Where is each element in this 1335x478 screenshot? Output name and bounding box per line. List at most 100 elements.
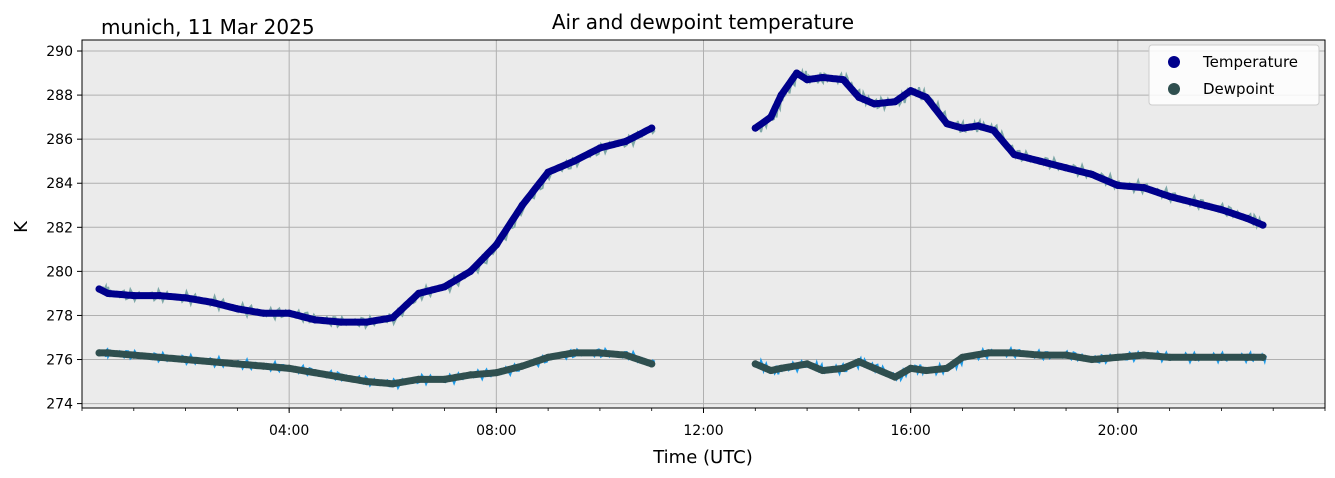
data-point [1166,192,1174,201]
y-tick-label: 288 [46,88,73,104]
data-point [1088,355,1096,364]
data-point [622,137,630,145]
legend: Temperature Dewpoint [1148,44,1320,106]
data-point [803,360,811,368]
y-tick-label: 276 [46,353,73,369]
data-point [596,144,604,152]
data-point [1243,214,1251,223]
x-axis-label: Time (UTC) [652,447,753,468]
data-point [1259,221,1267,229]
data-point [958,124,967,132]
data-point [622,351,630,359]
series-group [95,69,1267,388]
data-point [870,364,879,372]
data-point [259,309,267,317]
data-point [466,371,474,379]
legend-marker [1168,83,1180,95]
data-point [311,316,319,324]
data-point [907,87,915,95]
y-tick-label: 290 [46,44,73,60]
data-point [943,364,951,372]
data-point [984,349,993,357]
data-point [233,360,241,368]
data-point [363,318,371,326]
data-point [1062,351,1070,359]
data-point [648,360,656,368]
data-point [492,369,500,377]
data-point [777,91,785,99]
data-point [1088,170,1096,178]
x-tick-label: 08:00 [476,423,516,439]
data-point [1062,164,1070,172]
data-point [1010,349,1018,357]
data-point [130,351,138,359]
data-point [1036,351,1044,359]
data-point [156,292,164,300]
data-point [466,267,474,275]
data-point [415,375,423,383]
data-point [518,362,526,370]
legend-label: Dewpoint [1203,80,1274,98]
data-point [1191,353,1200,361]
data-point [182,294,190,302]
y-tick-label: 280 [46,264,73,280]
data-point [104,289,112,297]
data-point [1010,151,1018,159]
data-point [492,241,500,249]
y-axis-label: K [11,220,32,233]
data-point [95,349,103,357]
data-point [207,358,216,366]
data-point [958,353,967,361]
data-point [1140,351,1148,359]
y-tick-label: 274 [46,397,73,413]
data-point [440,375,449,383]
legend-marker [1168,56,1180,68]
data-point [1217,206,1225,214]
y-axis: 274 276 278 280 282 284 286 288 290 [46,44,82,413]
data-point [337,373,345,381]
data-point [1217,353,1225,361]
x-axis: 04:00 08:00 12:00 16:00 20:00 [81,408,1326,439]
data-point [855,93,863,101]
data-point [855,358,863,366]
data-point [389,314,397,322]
x-tick-label: 04:00 [269,423,309,439]
data-point [285,309,293,317]
data-point [570,349,578,357]
data-point [839,76,847,84]
data-point [767,366,775,375]
data-point [544,168,552,176]
data-point [1259,353,1267,361]
data-point [130,292,138,300]
legend-box [1148,44,1320,106]
y-tick-label: 286 [46,132,73,148]
data-point [943,120,951,128]
chart-title: Air and dewpoint temperature [552,10,854,34]
data-point [777,364,785,372]
data-point [596,349,604,357]
data-point [989,126,998,134]
data-point [570,157,578,165]
data-point [337,318,345,326]
x-tick-label: 20:00 [1098,423,1138,439]
data-point [891,98,899,106]
data-point [311,369,319,377]
data-point [440,283,449,291]
data-point [95,285,103,293]
data-point [1036,157,1044,165]
data-point [1191,199,1200,207]
data-point [285,364,293,372]
data-point [518,201,526,209]
location-date-label: munich, 11 Mar 2025 [101,15,315,39]
data-point [233,305,241,313]
data-point [648,124,656,132]
x-tick-label: 16:00 [890,423,930,439]
data-point [104,349,112,357]
data-point [751,360,759,368]
data-point [182,355,190,364]
series-dewpoint [95,349,1267,388]
y-tick-label: 278 [46,308,73,324]
data-point [839,364,847,372]
data-point [974,122,982,130]
